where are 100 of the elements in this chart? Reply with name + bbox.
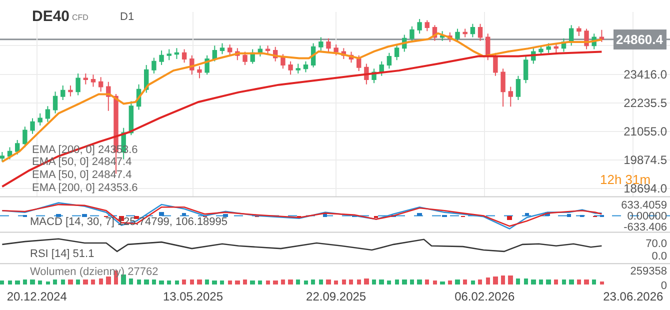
bar [508,276,513,285]
bar [91,280,95,285]
candlestick [197,66,202,79]
bar [562,280,566,285]
bar [106,276,111,285]
bar [349,280,353,285]
bar [99,278,103,285]
candlestick [424,20,430,32]
y-tick-label: 22235.5 [624,96,668,110]
x-tick-label: 06.02.2026 [454,289,515,304]
candlestick [500,68,506,108]
bar [228,280,232,285]
bar [493,276,498,285]
bar [137,280,141,285]
bar [425,280,429,285]
bar [212,280,217,285]
bar [266,280,270,285]
bar [569,280,574,285]
candlestick [296,63,300,74]
bar [319,280,323,285]
candlestick [417,18,422,34]
bar [326,280,331,285]
bar [478,280,482,285]
candlestick [470,23,476,38]
bar [524,278,528,285]
bar [417,280,422,285]
bar [410,280,414,285]
bar [577,280,581,285]
bar [463,280,467,285]
candlestick [14,139,20,155]
bar [197,280,202,285]
bar [334,280,338,285]
bar [311,280,315,285]
candlestick [599,29,604,43]
bar [83,280,88,285]
annotation: D1 [120,11,134,23]
candlestick [410,26,414,43]
bar [258,280,262,285]
bar [273,280,278,285]
candlestick [523,56,528,84]
candlestick [462,28,468,38]
candlestick [356,54,362,72]
annotation: RSI [14] 51.1 [30,248,94,260]
y-tick-label: 259358 [630,265,667,278]
candlestick [68,85,73,97]
bar [379,280,384,285]
candlestick [455,28,460,43]
candlestick [334,44,338,56]
bar [296,280,300,285]
candlestick [576,26,582,36]
bar [486,278,490,285]
bar [15,280,20,285]
candlestick [242,51,248,66]
bar [281,280,285,285]
bar [304,280,308,285]
bar [235,280,240,285]
bar [30,280,35,285]
candlestick [508,86,513,108]
candlestick [546,42,551,54]
candlestick [516,75,521,101]
bar [539,280,543,285]
candlestick [83,72,88,85]
bar [8,280,12,285]
candlestick [52,91,58,114]
candlestick [220,42,225,55]
bar [53,280,57,285]
candlestick [182,48,187,64]
candlestick [386,52,392,70]
candlestick [90,74,96,88]
y-tick-label: 633.4059 [621,200,667,212]
bar [220,280,224,285]
bar [516,278,520,285]
bar [546,280,551,285]
bar [46,282,50,285]
bar [440,282,445,285]
bar [167,280,171,285]
candlestick [166,48,172,61]
bar [455,280,460,285]
candlestick [45,106,50,122]
candlestick [159,50,164,66]
bar [190,280,194,285]
x-tick-label: 20.12.2024 [6,289,68,304]
y-tick-label: 0.00000 [627,210,667,223]
bar [0,280,4,285]
bar [531,280,536,285]
candlestick [318,36,324,51]
bar [76,280,80,285]
ref-line-label: 24860.4 [616,32,664,47]
chart-title: DE40 [32,8,70,25]
y-tick-label: 0 [660,280,667,292]
bar [144,280,149,285]
annotation: Wolumen (dzienny) 27762 [30,266,158,278]
candlestick [98,76,104,92]
candlestick [0,152,5,162]
y-tick-label: -633.406 [624,222,667,234]
candlestick [152,57,156,74]
bar [23,280,27,285]
candlestick [30,118,35,134]
candlestick [478,23,483,42]
bar [402,280,407,285]
